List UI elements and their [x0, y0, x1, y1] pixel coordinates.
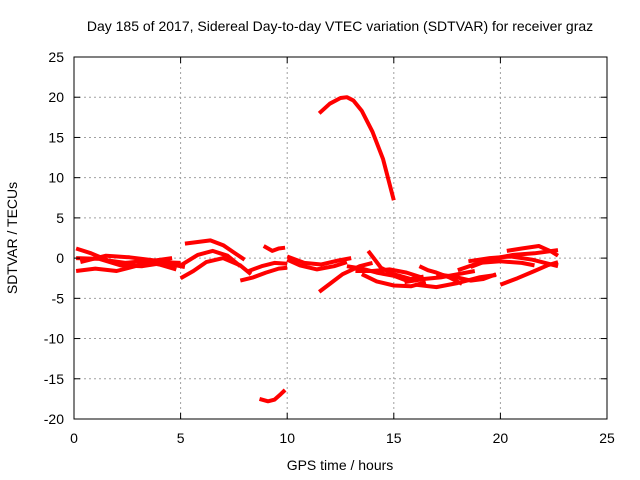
series-arc-13: [286, 254, 352, 267]
x-tick-label: 20: [493, 430, 509, 446]
series-arc-11: [258, 388, 287, 404]
y-tick-label: 0: [56, 250, 64, 266]
series-arc-8: [239, 265, 288, 283]
y-tick-label: -15: [44, 371, 64, 387]
axis-ticks: 0 5 10 15 20 25 -20 -15 -10 -5 0 5 10 15 20 25: [44, 49, 615, 446]
series-arc-27: [499, 260, 559, 287]
y-tick-label: 10: [48, 170, 64, 186]
series-arc-21: [404, 269, 476, 285]
series-arc-28: [506, 244, 560, 258]
x-axis-label: GPS time / hours: [287, 457, 394, 473]
x-tick-label: 15: [386, 430, 402, 446]
plot-frame: [73, 56, 608, 420]
y-tick-label: 5: [56, 210, 64, 226]
series-arc-18: [366, 249, 424, 281]
series-arc-23: [436, 272, 497, 283]
y-tick-label: -10: [44, 331, 64, 347]
series-arc-6: [179, 248, 242, 268]
y-tick-label: 15: [48, 129, 64, 145]
series-arc-26: [468, 254, 559, 269]
series-arc-14: [317, 260, 373, 294]
series-arc-20: [418, 264, 463, 286]
series-arc-4: [79, 253, 173, 265]
grid-lines: [74, 57, 607, 419]
data-series: [75, 95, 560, 404]
series-arc-12: [286, 257, 348, 272]
y-tick-label: 20: [48, 89, 64, 105]
y-tick-label: 25: [48, 49, 64, 65]
chart-title: Day 185 of 2017, Sidereal Day-to-day VTE…: [87, 18, 593, 34]
x-tick-label: 0: [70, 430, 78, 446]
y-tick-label: -20: [44, 411, 64, 427]
series-arc-7: [184, 238, 246, 262]
series-arc-15: [317, 95, 396, 201]
x-tick-label: 5: [177, 430, 185, 446]
x-tick-label: 25: [599, 430, 615, 446]
series-arc-5: [179, 256, 253, 280]
series-arc-9: [248, 260, 288, 273]
y-tick-label: -5: [52, 290, 65, 306]
x-tick-label: 10: [279, 430, 295, 446]
y-axis-label: SDTVAR / TECUs: [4, 182, 20, 294]
series-arc-19: [355, 267, 423, 280]
series-arc-10: [262, 244, 286, 253]
